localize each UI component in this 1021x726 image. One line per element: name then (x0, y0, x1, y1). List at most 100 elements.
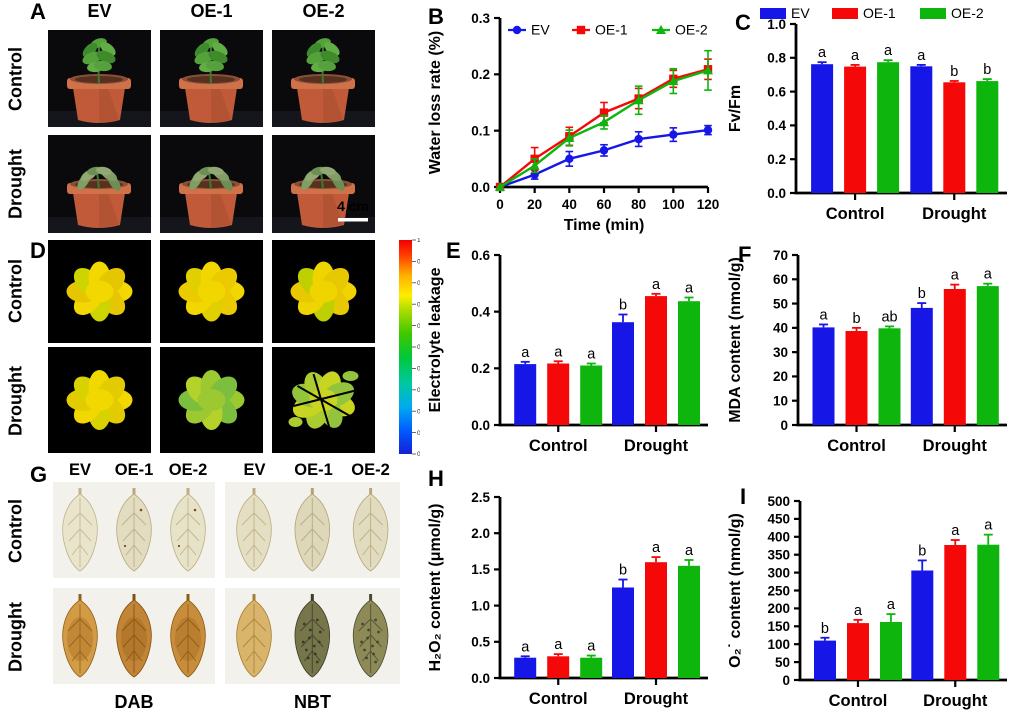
svg-text:4 cm: 4 cm (337, 198, 369, 214)
svg-text:50: 50 (773, 296, 788, 311)
svg-text:Control: Control (829, 692, 888, 710)
svg-text:a: a (652, 277, 661, 293)
svg-text:450: 450 (767, 512, 790, 527)
panel-g-nbt-header-oe1: OE-1 (294, 461, 333, 479)
svg-text:a: a (587, 347, 596, 363)
chart-water-loss-rate: 0.0 0.1 0.2 0.3 0 20 40 60 80 100 120 EV OE-1 OE-2 Wat… (420, 0, 720, 237)
svg-text:a: a (851, 48, 860, 64)
svg-text:b: b (852, 311, 860, 327)
svg-text:2.5: 2.5 (471, 490, 490, 505)
svg-text:0.2: 0.2 (767, 152, 786, 167)
svg-text:b: b (918, 286, 926, 302)
svg-text:0.0: 0.0 (471, 180, 490, 195)
panel-label-d: D (30, 238, 46, 263)
svg-text:0.3: 0.3 (471, 11, 490, 26)
svg-text:Control: Control (826, 205, 885, 223)
svg-text:a: a (951, 523, 960, 539)
svg-text:70: 70 (773, 248, 788, 263)
svg-text:100: 100 (767, 637, 790, 652)
svg-text:400: 400 (767, 530, 790, 545)
panel-a-header-ev: EV (87, 1, 112, 21)
svg-text:Time (min): Time (min) (564, 217, 645, 234)
chart-superoxide-content: 0 50 100 150 200 250 300 350 400 450 500 Control b a a… (720, 465, 1021, 726)
panel-g-stain-nbt: NBT (294, 692, 331, 712)
svg-text:a: a (887, 597, 896, 613)
panel-label-g: G (30, 462, 48, 487)
svg-text:ab: ab (881, 309, 897, 325)
svg-text:0.5: 0.5 (471, 635, 490, 650)
panel-a-header-oe1: OE-1 (190, 1, 233, 21)
svg-text:250: 250 (767, 583, 790, 598)
panel-a-photo-grid: 4 cm (0, 0, 420, 236)
svg-text:0: 0 (417, 451, 420, 458)
svg-text:60: 60 (773, 272, 788, 287)
svg-text:O₂˙ content (nmol/g): O₂˙ content (nmol/g) (727, 513, 744, 668)
svg-text:b: b (619, 298, 627, 314)
panel-label-e: E (446, 238, 461, 263)
svg-text:300: 300 (767, 565, 790, 580)
svg-text:a: a (554, 344, 563, 360)
svg-text:a: a (521, 345, 530, 361)
svg-text:a: a (685, 543, 694, 559)
svg-text:40: 40 (562, 197, 577, 212)
svg-text:a: a (685, 281, 694, 297)
svg-text:OE-2: OE-2 (675, 22, 708, 38)
svg-text:b: b (821, 621, 829, 637)
panel-label-h: H (428, 466, 444, 491)
svg-text:a: a (984, 518, 993, 534)
panel-d-fluorescence-grid: 10.90.80.70.60.50.40.30.20.10 (0, 237, 426, 465)
svg-text:b: b (983, 62, 991, 78)
panel-label-a: A (30, 0, 46, 24)
svg-text:a: a (951, 268, 960, 284)
svg-text:100: 100 (662, 197, 685, 212)
svg-text:Electrolyte leakage: Electrolyte leakage (427, 267, 444, 412)
panel-label-f: F (738, 242, 752, 267)
svg-text:0.0: 0.0 (767, 186, 786, 201)
svg-text:0.0: 0.0 (471, 418, 490, 433)
svg-text:1.0: 1.0 (471, 598, 490, 613)
svg-text:Control: Control (529, 690, 588, 708)
svg-text:0.0: 0.0 (471, 671, 490, 686)
panel-label-b: B (428, 4, 444, 29)
panel-a-header-oe2: OE-2 (302, 1, 345, 21)
svg-text:a: a (819, 308, 828, 324)
chart-mda-content: 0 10 20 30 40 50 60 70 Control a b ab Drought b a a MDA … (720, 237, 1021, 465)
svg-text:Water loss rate (%): Water loss rate (%) (427, 31, 444, 174)
svg-text:10: 10 (773, 394, 788, 409)
svg-text:50: 50 (775, 655, 790, 670)
svg-text:150: 150 (767, 619, 790, 634)
svg-text:Drought: Drought (923, 692, 988, 710)
panel-g-stain-dab: DAB (114, 692, 154, 712)
svg-text:a: a (554, 637, 563, 653)
svg-text:60: 60 (596, 197, 611, 212)
svg-text:Fv/Fm: Fv/Fm (727, 85, 744, 132)
svg-text:OE-1: OE-1 (595, 22, 628, 38)
svg-text:0.1: 0.1 (471, 123, 490, 138)
svg-text:0.4: 0.4 (767, 118, 786, 133)
svg-text:2.0: 2.0 (471, 526, 490, 541)
svg-text:OE-2: OE-2 (951, 5, 984, 21)
svg-text:20: 20 (527, 197, 542, 212)
svg-text:120: 120 (697, 197, 720, 212)
svg-text:H₂O₂ content (μmol/g): H₂O₂ content (μmol/g) (427, 504, 444, 672)
svg-text:b: b (619, 563, 627, 579)
svg-text:Drought: Drought (624, 437, 689, 455)
svg-text:1.5: 1.5 (471, 562, 490, 577)
svg-text:500: 500 (767, 494, 790, 509)
svg-text:30: 30 (773, 345, 788, 360)
svg-text:350: 350 (767, 548, 790, 563)
svg-text:0: 0 (496, 197, 504, 212)
svg-text:Control: Control (529, 437, 588, 455)
panel-g-nbt-header-oe2: OE-2 (351, 461, 390, 479)
panel-g-nbt-header-ev: EV (243, 461, 266, 479)
svg-text:a: a (917, 48, 926, 64)
svg-text:b: b (918, 543, 926, 559)
svg-text:Drought: Drought (922, 205, 987, 223)
svg-text:Control: Control (827, 437, 886, 455)
svg-text:Drought: Drought (923, 437, 988, 455)
svg-text:b: b (950, 64, 958, 80)
svg-text:1.0: 1.0 (767, 17, 786, 32)
svg-text:80: 80 (631, 197, 646, 212)
svg-text:0: 0 (780, 418, 788, 433)
